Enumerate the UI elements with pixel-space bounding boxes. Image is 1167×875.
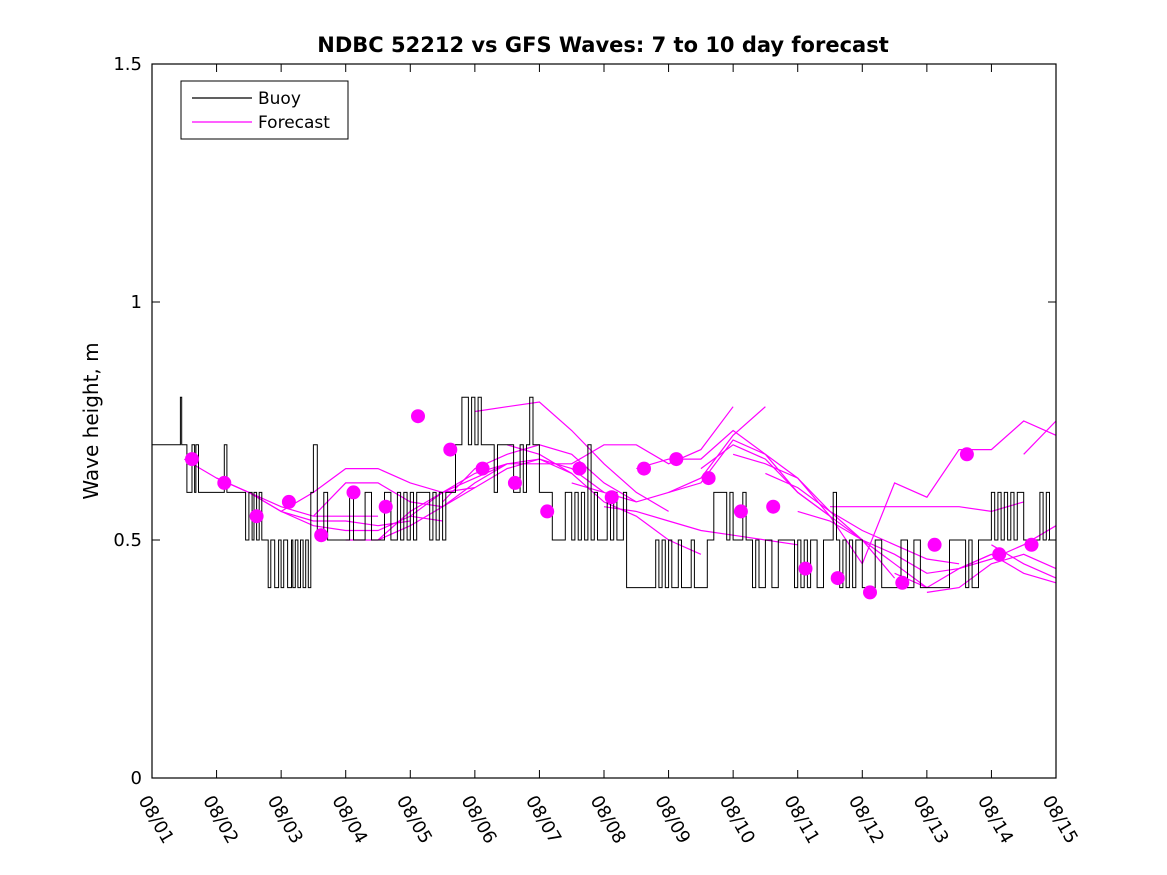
y-axis-label: Wave height, m [79,342,103,499]
forecast-marker-15 [669,452,684,467]
forecast-marker-13 [604,490,619,505]
legend: Buoy Forecast [180,80,349,140]
forecast-marker-4 [314,528,329,543]
forecast-marker-11 [540,504,555,519]
forecast-run-line-26 [1023,420,1057,455]
forecast-run-line-11 [539,406,734,465]
buoy-line [152,396,1057,589]
forecast-run-line-9 [474,401,669,512]
forecast-marker-23 [927,537,942,552]
chart-title: NDBC 52212 vs GFS Waves: 7 to 10 day for… [317,33,888,57]
buoy-series [152,396,1057,589]
forecast-markers [185,409,1039,600]
forecast-marker-9 [475,461,490,476]
forecast-run-line-21 [861,420,1057,565]
legend-label-buoy: Buoy [258,89,301,109]
forecast-marker-18 [766,499,781,514]
forecast-marker-17 [733,504,748,519]
forecast-marker-20 [830,571,845,586]
forecast-marker-8 [443,442,458,457]
forecast-run-line-18 [765,472,960,565]
forecast-marker-6 [378,499,393,514]
y-tick-label: 0.5 [113,530,142,551]
forecast-marker-22 [895,575,910,590]
forecast-marker-2 [249,509,264,524]
forecast-marker-26 [1024,537,1039,552]
forecast-marker-3 [281,494,296,509]
plot-area [152,396,1057,600]
forecast-marker-1 [217,475,232,490]
forecast-marker-0 [185,452,199,467]
forecast-marker-24 [959,447,974,462]
forecast-marker-25 [992,547,1007,562]
forecast-marker-16 [701,471,716,486]
forecast-marker-14 [637,461,651,476]
forecast-marker-19 [798,561,813,576]
forecast-marker-5 [346,485,361,500]
forecast-marker-21 [863,585,877,600]
y-axis: 0 0.5 1 1.5 [113,54,1056,789]
forecast-marker-7 [411,409,425,424]
y-tick-label: 0 [131,768,142,789]
y-tick-label: 1 [131,292,142,313]
forecast-run-line-23 [926,553,1057,593]
legend-box [180,80,349,140]
y-tick-label: 1.5 [113,54,142,75]
forecast-marker-10 [507,475,522,490]
legend-label-forecast: Forecast [258,113,330,133]
forecast-run-line-24 [958,553,1057,584]
forecast-marker-12 [572,461,587,476]
